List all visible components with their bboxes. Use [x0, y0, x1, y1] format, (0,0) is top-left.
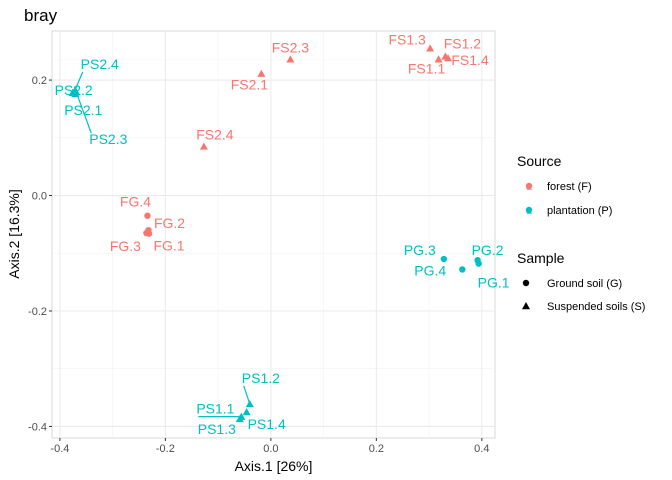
- x-tick-label: 0.4: [474, 443, 489, 455]
- point-fs1-1: [434, 55, 443, 63]
- point-pg-4: [459, 266, 466, 273]
- leader-ps2-3: [75, 91, 92, 134]
- label-ps1-4: PS1.4: [248, 416, 286, 432]
- label-fs2-4: FS2.4: [196, 126, 234, 142]
- point-ps1-3: [235, 414, 244, 423]
- label-ps2-3: PS2.3: [89, 131, 127, 147]
- leader-ps1-2: [243, 385, 251, 405]
- x-tick-label: 0.0: [263, 443, 278, 455]
- point-pg-1: [475, 260, 482, 267]
- x-tick-label: 0.2: [369, 443, 384, 455]
- label-pg-4: PG.4: [414, 262, 446, 278]
- label-ps2-4: PS2.4: [81, 56, 119, 72]
- label-fs1-4: FS1.4: [451, 52, 489, 68]
- point-fs1-4: [444, 54, 453, 62]
- y-tick-label: -0.2: [28, 306, 47, 318]
- point-pg-3: [440, 255, 448, 263]
- point-fs1-3: [426, 44, 435, 52]
- label-ps2-2: PS2.2: [55, 82, 93, 98]
- plot-panel: [51, 30, 496, 439]
- legend-source-key-plantation: [525, 206, 533, 214]
- legend-sample-entries: Ground soil (G) Suspended soils (S): [522, 278, 645, 313]
- x-tick-label: -0.2: [156, 443, 175, 455]
- label-fs2-3: FS2.3: [272, 39, 310, 55]
- label-leader-lines: [74, 71, 251, 418]
- label-fg-2: FG.2: [154, 215, 185, 231]
- label-ps1-1: PS1.1: [196, 401, 234, 417]
- legend-source-entries: a forest (F) a plantation (P): [525, 181, 612, 217]
- point-fs2-1: [257, 69, 266, 77]
- label-pg-3: PG.3: [404, 242, 436, 258]
- y-tick-label: 0.2: [32, 75, 47, 87]
- legend-source-glyph-forest: a: [526, 182, 532, 193]
- label-fg-4: FG.4: [120, 194, 151, 210]
- point-fg-1: [145, 230, 153, 237]
- y-tick-label: 0.0: [32, 191, 47, 203]
- label-pg-2: PG.2: [472, 242, 504, 258]
- legend-sample-title: Sample: [517, 250, 565, 266]
- label-fs1-3: FS1.3: [388, 31, 426, 47]
- label-fs1-1: FS1.1: [408, 60, 446, 76]
- legend-sample-label-triangle: Suspended soils (S): [547, 301, 645, 313]
- label-fs2-1: FS2.1: [231, 77, 269, 93]
- y-axis-title: Axis.2 [16.3%]: [6, 189, 22, 279]
- legend-sample-key-triangle: [522, 302, 530, 310]
- legend-sample-key-circle: [522, 279, 530, 287]
- legend-source-glyph-plantation: a: [526, 206, 532, 217]
- y-axis-ticks: -0.4 -0.2 0.0 0.2: [28, 75, 52, 433]
- leader-ps2-4: [74, 71, 84, 92]
- y-tick-label: -0.4: [28, 421, 47, 433]
- x-axis-title: Axis.1 [26%]: [235, 458, 313, 474]
- point-ps1-4: [242, 408, 251, 416]
- point-fs2-3: [286, 55, 295, 63]
- legend-source-label-forest: forest (F): [547, 181, 592, 193]
- data-points: [68, 44, 482, 423]
- label-ps2-1: PS2.1: [64, 102, 102, 118]
- legend-sample-label-circle: Ground soil (G): [547, 278, 622, 290]
- grid-lines: [52, 31, 495, 438]
- point-fs2-4: [199, 142, 208, 150]
- x-axis-ticks: -0.4 -0.2 0.0 0.2 0.4: [50, 438, 489, 455]
- label-fg-3: FG.3: [110, 238, 141, 254]
- x-tick-label: -0.4: [50, 443, 69, 455]
- label-ps1-2: PS1.2: [242, 370, 280, 386]
- legend-source-key-forest: [525, 182, 533, 190]
- point-ps1-2: [245, 399, 254, 408]
- legend: Source Sample a forest (F) a plantation (P)…: [517, 153, 645, 313]
- label-fg-1: FG.1: [153, 238, 184, 254]
- point-fg-4: [144, 212, 151, 219]
- legend-source-title: Source: [517, 153, 562, 169]
- label-pg-1: PG.1: [478, 275, 510, 291]
- legend-source-label-plantation: plantation (P): [547, 205, 612, 217]
- point-ps2-3: [72, 88, 81, 96]
- label-fs1-2: FS1.2: [444, 35, 482, 51]
- label-ps1-3: PS1.3: [198, 421, 236, 437]
- chart-title: bray: [24, 6, 58, 25]
